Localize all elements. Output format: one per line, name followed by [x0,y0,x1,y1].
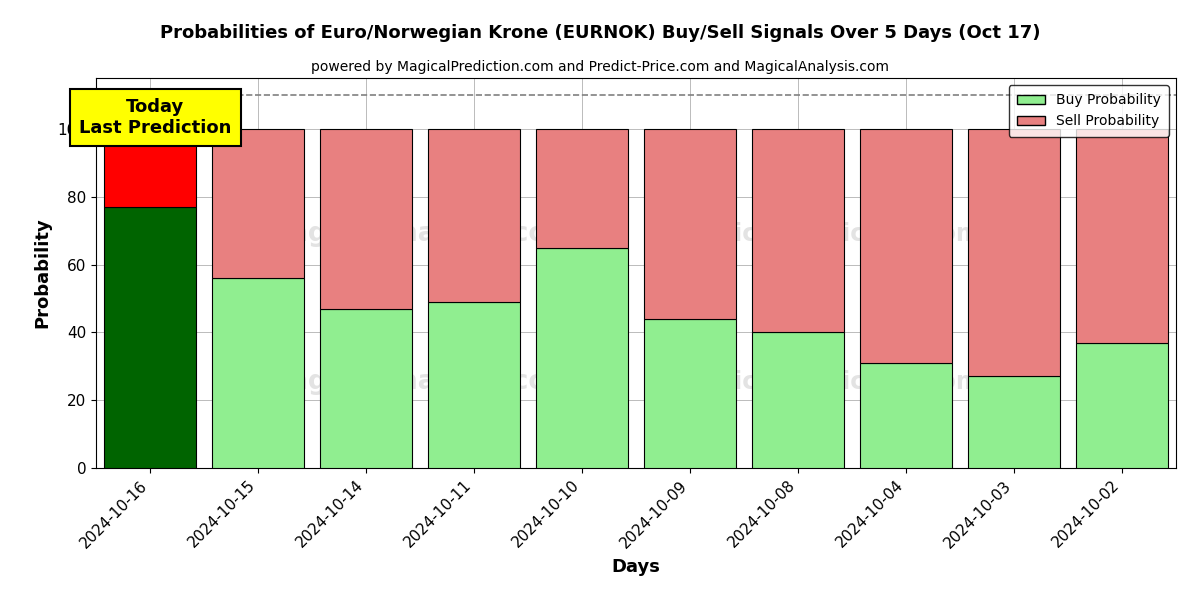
Legend: Buy Probability, Sell Probability: Buy Probability, Sell Probability [1009,85,1169,137]
Bar [752,332,844,468]
Bar [212,129,304,278]
Text: Today
Last Prediction: Today Last Prediction [79,98,232,137]
Bar [428,302,520,468]
Bar [1076,129,1168,343]
Bar [644,129,736,319]
Bar [104,129,196,207]
Bar [968,376,1060,468]
Text: MagicalPrediction.com: MagicalPrediction.com [679,222,982,246]
Bar [860,129,952,363]
Bar [320,129,412,308]
Bar [104,207,196,468]
Text: Probabilities of Euro/Norwegian Krone (EURNOK) Buy/Sell Signals Over 5 Days (Oct: Probabilities of Euro/Norwegian Krone (E… [160,24,1040,42]
Bar [212,278,304,468]
Bar [860,363,952,468]
Bar [1076,343,1168,468]
Bar [428,129,520,302]
Bar [752,129,844,332]
Text: MagicalPrediction.com: MagicalPrediction.com [679,370,982,394]
Text: powered by MagicalPrediction.com and Predict-Price.com and MagicalAnalysis.com: powered by MagicalPrediction.com and Pre… [311,60,889,74]
Bar [644,319,736,468]
Y-axis label: Probability: Probability [34,218,52,328]
Bar [536,248,628,468]
Text: MagicalAnalysis.com: MagicalAnalysis.com [265,369,575,395]
Bar [320,308,412,468]
X-axis label: Days: Days [612,557,660,575]
Bar [536,129,628,248]
Bar [968,129,1060,376]
Text: MagicalAnalysis.com: MagicalAnalysis.com [265,221,575,247]
